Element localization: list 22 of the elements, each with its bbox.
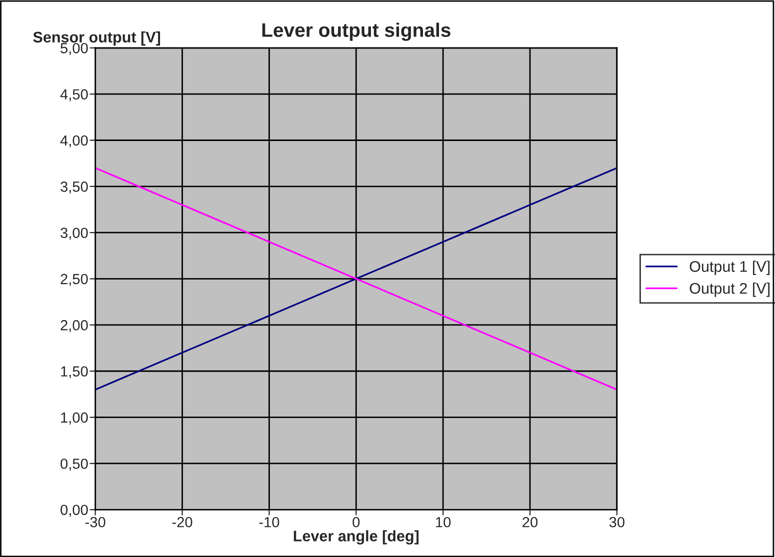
y-tick-label: 1,50 xyxy=(61,366,88,378)
legend-label: Output 2 [V] xyxy=(690,282,770,297)
y-tick-label: 0,50 xyxy=(60,458,88,471)
y-tick-label: 0,00 xyxy=(60,504,88,517)
x-tick-label: -10 xyxy=(259,516,280,528)
x-tick-label: 20 xyxy=(522,516,538,528)
y-tick-label: 4,50 xyxy=(60,89,88,102)
x-tick-label: -20 xyxy=(172,516,192,528)
y-tick-label: 3,00 xyxy=(60,228,88,240)
line-series xyxy=(95,167,617,390)
y-tick-label: 3,50 xyxy=(60,182,88,194)
y-tick-label: 4,00 xyxy=(60,135,88,148)
x-tick-label: 30 xyxy=(609,516,624,528)
legend-label: Output 1 [V] xyxy=(690,260,770,275)
x-tick-label: 0 xyxy=(352,516,360,528)
x-tick-label: -30 xyxy=(85,516,106,528)
y-tick-label: 2,00 xyxy=(60,320,88,332)
x-tick-label: 10 xyxy=(436,516,451,528)
y-tick-label: 2,50 xyxy=(60,274,88,286)
chart-title: Lever output signals xyxy=(262,22,450,41)
x-axis-title: Lever angle [deg] xyxy=(294,530,419,544)
y-tick-label: 1,00 xyxy=(61,412,88,424)
